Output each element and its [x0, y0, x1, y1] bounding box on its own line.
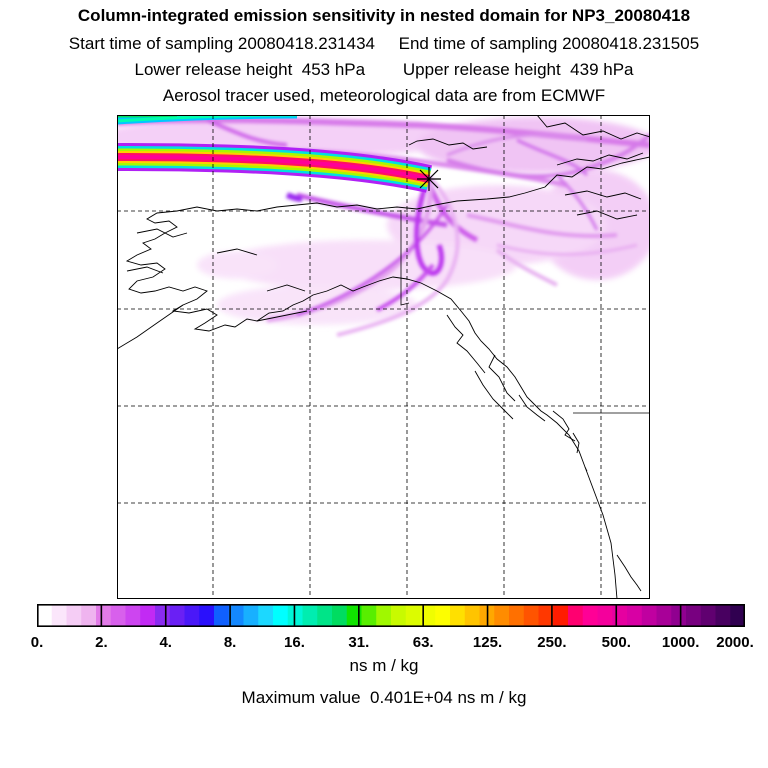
colorbar-cell — [302, 605, 318, 627]
colorbar-cell — [464, 605, 480, 627]
colorbar-cell — [140, 605, 156, 627]
colorbar-cell — [405, 605, 421, 627]
colorbar-cell — [715, 605, 731, 627]
colorbar-cell — [346, 605, 362, 627]
colorbar-cell — [509, 605, 525, 627]
colorbar-cell — [332, 605, 348, 627]
emission-sensitivity-map — [117, 115, 650, 599]
maximum-value-text: Maximum value 0.401E+04 ns m / kg — [241, 688, 527, 707]
colorbar-cell — [66, 605, 82, 627]
colorbar-cell — [612, 605, 628, 627]
plot-title: Column-integrated emission sensitivity i… — [77, 6, 691, 25]
asterisk-release-point-icon — [417, 167, 441, 191]
tracer-info-line: Aerosol tracer used, meteorological data… — [162, 86, 606, 105]
colorbar-cell — [96, 605, 112, 627]
colorbar-tick-label: 8. — [223, 634, 237, 651]
political-borders — [400, 210, 650, 472]
coastlines — [117, 115, 650, 599]
colorbar-tick-label: 1000. — [661, 634, 700, 651]
colorbar-cell — [686, 605, 702, 627]
colorbar-tick-label: 125. — [472, 634, 503, 651]
colorbar-cell — [641, 605, 657, 627]
colorbar-cell — [361, 605, 377, 627]
colorbar-cell — [671, 605, 687, 627]
colorbar-cell — [538, 605, 554, 627]
colorbar-cell — [199, 605, 215, 627]
colorbar-tick-label: 63. — [412, 634, 434, 651]
colorbar-cell — [81, 605, 97, 627]
colorbar-tick-label: 0. — [30, 634, 44, 651]
colorbar-cell — [214, 605, 230, 627]
colorbar-cell — [568, 605, 584, 627]
colorbar-cell — [125, 605, 141, 627]
colorbar-cell — [597, 605, 613, 627]
colorbar-tick-label: 4. — [159, 634, 172, 651]
colorbar-cell — [376, 605, 392, 627]
graticule — [117, 115, 650, 599]
colorbar-cell — [51, 605, 67, 627]
colorbar-cell — [450, 605, 466, 627]
colorbar-tick-label: 31. — [348, 634, 370, 651]
sampling-time-line: Start time of sampling 20080418.231434 E… — [68, 34, 700, 53]
colorbar-tick-label: 16. — [284, 634, 305, 651]
colorbar-cell — [553, 605, 569, 627]
colorbar-cell — [169, 605, 185, 627]
colorbar-tick-label: 2000. — [716, 634, 754, 651]
colorbar-cell — [273, 605, 289, 627]
colorbar-tick-label: 2. — [95, 634, 108, 651]
colorbar-cell — [155, 605, 171, 627]
colorbar-cell — [730, 605, 745, 627]
colorbar-cell — [243, 605, 259, 627]
colorbar-cell — [435, 605, 451, 627]
colorbar-cell — [627, 605, 643, 627]
colorbar-cell — [258, 605, 274, 627]
colorbar-tick-label: 500. — [601, 634, 631, 651]
colorbar-cell — [582, 605, 598, 627]
colorbar-cell — [523, 605, 539, 627]
colorbar-units: ns m / kg — [349, 656, 419, 675]
release-height-line: Lower release height 453 hPa Upper relea… — [134, 60, 634, 79]
main-plume-band — [117, 115, 432, 193]
colorbar-cell — [287, 605, 303, 627]
colorbar-cell — [184, 605, 200, 627]
colorbar-cell — [37, 605, 53, 627]
colorbar-cell — [656, 605, 672, 627]
colorbar-tick-label: 250. — [537, 634, 567, 651]
colorbar-cell — [494, 605, 510, 627]
colorbar-cell — [700, 605, 716, 627]
colorbar-cell — [317, 605, 333, 627]
colorbar-cell — [110, 605, 126, 627]
colorbar — [37, 604, 745, 627]
colorbar-cell — [420, 605, 436, 627]
colorbar-cell — [228, 605, 244, 627]
colorbar-cell — [391, 605, 407, 627]
